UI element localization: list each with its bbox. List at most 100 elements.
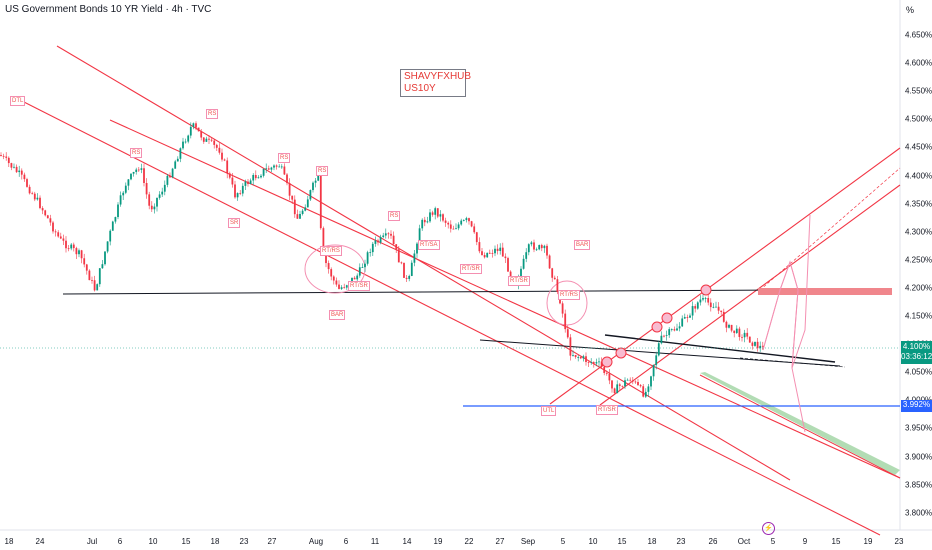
candle-body xyxy=(642,386,645,397)
candle-body xyxy=(384,233,387,236)
candle-body xyxy=(702,298,704,300)
candle-body xyxy=(733,330,736,333)
candle-body xyxy=(75,248,78,255)
candle-body xyxy=(135,169,138,172)
price-axis-label: 4.050% xyxy=(905,367,932,377)
candle-body xyxy=(226,160,229,174)
candle-body xyxy=(668,329,671,336)
candle-body xyxy=(488,252,491,254)
time-axis-label: 10 xyxy=(588,537,598,546)
label-rs: RS xyxy=(206,109,219,119)
time-axis-label: 23 xyxy=(239,537,249,546)
candle-body xyxy=(574,355,577,358)
candle-body xyxy=(465,218,468,221)
candle-body xyxy=(215,144,218,148)
candle-body xyxy=(611,380,613,389)
bar-countdown: 03:36:12 xyxy=(901,352,932,361)
candle-body xyxy=(434,208,437,215)
annotation-ellipse-sep xyxy=(546,280,588,326)
candle-body xyxy=(533,242,535,250)
candle-body xyxy=(507,258,509,272)
price-axis-label: 4.600% xyxy=(905,58,932,68)
candle-body xyxy=(598,361,600,363)
candle-body xyxy=(413,253,416,263)
candle-body xyxy=(221,152,223,160)
candle-body xyxy=(423,219,426,223)
candle-body xyxy=(156,197,158,207)
candle-body xyxy=(444,220,447,223)
time-axis-label: 15 xyxy=(181,537,191,546)
candlestick-series xyxy=(0,121,764,399)
touch-point-marker xyxy=(615,347,627,359)
time-axis-label: 15 xyxy=(831,537,841,546)
candle-body xyxy=(689,315,691,318)
lightning-event-icon[interactable]: ⚡ xyxy=(762,522,775,535)
candle-body xyxy=(109,230,112,242)
candle-body xyxy=(2,155,5,157)
label-dtl: DTL xyxy=(10,96,26,106)
candle-body xyxy=(468,218,470,222)
time-axis-label: 19 xyxy=(433,537,443,546)
candle-body xyxy=(548,255,551,269)
candle-body xyxy=(754,341,756,346)
price-axis-label: 4.500% xyxy=(905,114,932,124)
green-target-zone xyxy=(700,372,900,475)
candle-body xyxy=(546,245,548,256)
candle-body xyxy=(439,214,442,217)
time-axis-label: 5 xyxy=(770,537,776,546)
candle-body xyxy=(153,206,156,210)
candle-body xyxy=(270,167,273,170)
candle-body xyxy=(676,328,678,331)
last-price-tag: 4.100% 03:36:12 xyxy=(901,341,932,364)
candle-body xyxy=(192,123,195,127)
candle-body xyxy=(707,298,710,303)
candle-body xyxy=(522,258,525,269)
candle-body xyxy=(665,335,668,336)
candle-body xyxy=(150,205,153,210)
candle-body xyxy=(353,277,356,280)
candle-body xyxy=(104,251,106,265)
candle-body xyxy=(114,217,117,222)
upper-black-trendline xyxy=(604,334,836,363)
candle-body xyxy=(390,233,392,236)
scale-unit-button[interactable]: % xyxy=(906,5,915,15)
candle-body xyxy=(520,268,522,279)
candle-body xyxy=(59,236,62,239)
candle-body xyxy=(10,163,13,168)
candle-body xyxy=(275,165,278,167)
candle-body xyxy=(265,168,268,170)
price-axis-label: 4.450% xyxy=(905,142,932,152)
candle-body xyxy=(725,321,728,328)
candle-body xyxy=(174,161,177,169)
candle-body xyxy=(553,277,556,280)
candle-body xyxy=(205,138,208,142)
candle-body xyxy=(291,195,294,200)
candle-body xyxy=(496,248,499,251)
candle-body xyxy=(663,335,665,337)
candle-body xyxy=(618,384,621,386)
candle-body xyxy=(140,168,143,170)
candle-body xyxy=(208,138,210,140)
candle-body xyxy=(473,226,476,233)
time-axis-label: Aug xyxy=(308,537,324,546)
candle-body xyxy=(759,345,762,349)
candle-body xyxy=(283,166,286,175)
candle-body xyxy=(312,182,314,191)
label-rs: RS xyxy=(130,148,143,158)
candle-body xyxy=(626,379,629,381)
candle-body xyxy=(722,311,725,322)
candle-body xyxy=(715,306,717,308)
candle-body xyxy=(70,244,73,249)
candle-body xyxy=(332,276,335,281)
candle-body xyxy=(127,179,130,186)
candle-body xyxy=(262,168,265,176)
touch-point-marker xyxy=(700,284,712,296)
candle-body xyxy=(119,195,122,205)
candle-body xyxy=(652,364,655,377)
candle-body xyxy=(166,175,169,185)
candle-body xyxy=(111,221,114,231)
candle-body xyxy=(527,244,530,253)
candle-body xyxy=(457,224,460,229)
time-axis-label: 6 xyxy=(117,537,123,546)
